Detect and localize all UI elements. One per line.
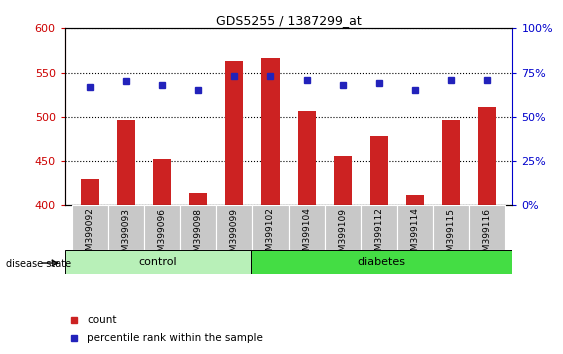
Text: count: count bbox=[87, 315, 117, 325]
Bar bbox=[261, 58, 279, 205]
Text: GSM399112: GSM399112 bbox=[374, 207, 383, 262]
Text: control: control bbox=[138, 257, 177, 267]
Text: GSM399098: GSM399098 bbox=[194, 207, 203, 263]
Bar bbox=[117, 120, 135, 205]
Bar bbox=[225, 61, 243, 205]
FancyBboxPatch shape bbox=[252, 205, 289, 250]
Text: GSM399092: GSM399092 bbox=[86, 207, 95, 262]
FancyBboxPatch shape bbox=[72, 205, 108, 250]
Bar bbox=[251, 250, 512, 274]
Text: GSM399114: GSM399114 bbox=[410, 207, 419, 262]
Text: disease state: disease state bbox=[6, 259, 71, 269]
Text: percentile rank within the sample: percentile rank within the sample bbox=[87, 333, 263, 343]
FancyBboxPatch shape bbox=[180, 205, 216, 250]
Text: GSM399102: GSM399102 bbox=[266, 207, 275, 262]
FancyBboxPatch shape bbox=[289, 205, 325, 250]
Bar bbox=[478, 107, 496, 205]
Text: GSM399115: GSM399115 bbox=[446, 207, 455, 263]
FancyBboxPatch shape bbox=[469, 205, 505, 250]
Text: GSM399104: GSM399104 bbox=[302, 207, 311, 262]
Text: GSM399093: GSM399093 bbox=[122, 207, 131, 263]
FancyBboxPatch shape bbox=[325, 205, 361, 250]
Text: GSM399099: GSM399099 bbox=[230, 207, 239, 263]
FancyBboxPatch shape bbox=[216, 205, 252, 250]
Bar bbox=[81, 179, 99, 205]
Bar bbox=[334, 156, 352, 205]
Text: GSM399109: GSM399109 bbox=[338, 207, 347, 263]
FancyBboxPatch shape bbox=[361, 205, 397, 250]
FancyBboxPatch shape bbox=[397, 205, 433, 250]
Bar bbox=[189, 193, 207, 205]
Bar bbox=[298, 110, 316, 205]
FancyBboxPatch shape bbox=[144, 205, 180, 250]
FancyBboxPatch shape bbox=[433, 205, 469, 250]
Title: GDS5255 / 1387299_at: GDS5255 / 1387299_at bbox=[216, 14, 361, 27]
Text: GSM399116: GSM399116 bbox=[482, 207, 491, 263]
Text: GSM399096: GSM399096 bbox=[158, 207, 167, 263]
Bar bbox=[406, 195, 424, 205]
Bar bbox=[65, 250, 251, 274]
Bar bbox=[153, 159, 171, 205]
Bar bbox=[442, 120, 460, 205]
Text: diabetes: diabetes bbox=[358, 257, 406, 267]
Bar bbox=[370, 136, 388, 205]
FancyBboxPatch shape bbox=[108, 205, 144, 250]
